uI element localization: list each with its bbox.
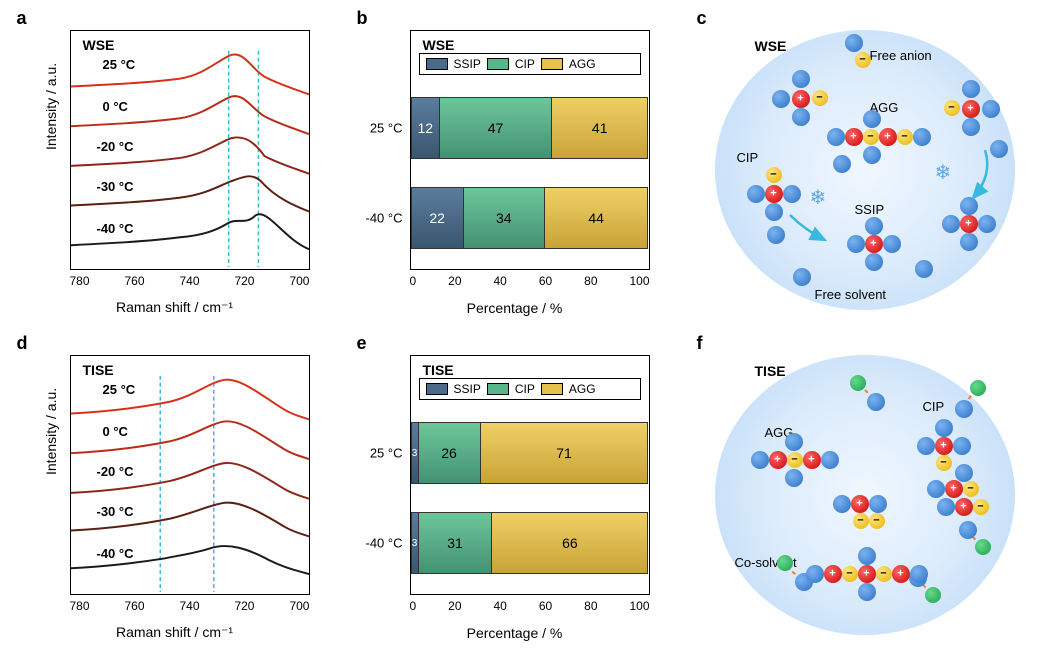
figure-grid: a Intensity / a.u. WSE 25 °C 0 °C -20 °C… xyxy=(10,10,1039,645)
temp-label: -20 °C xyxy=(97,139,134,154)
panel-d-ylabel: Intensity / a.u. xyxy=(43,388,59,475)
solvent-icon xyxy=(845,34,863,52)
cluster-agg xyxy=(925,470,1000,525)
legend-swatch-cip xyxy=(487,383,509,395)
anno-free-solvent: Free solvent xyxy=(815,287,887,302)
panel-a-ylabel: Intensity / a.u. xyxy=(43,63,59,150)
panel-f: f TISE CIP AGG Co-solvent xyxy=(695,335,1035,645)
panel-b: b WSE SSIP CIP AGG 25 °C 12 47 41 -40 °C… xyxy=(355,10,675,320)
cluster-agg xyxy=(755,441,835,481)
panel-b-xlabel: Percentage / % xyxy=(355,300,675,316)
panel-d: d Intensity / a.u. TISE 25 °C 0 °C -20 °… xyxy=(15,335,335,645)
anno-free-anion: Free anion xyxy=(870,48,932,63)
temp-label: 0 °C xyxy=(103,424,128,439)
panel-d-xlabel: Raman shift / cm⁻¹ xyxy=(15,624,335,641)
bar-row-m40: -40 °C 22 34 44 xyxy=(411,187,649,249)
temp-label: 0 °C xyxy=(103,99,128,114)
solvent-icon xyxy=(793,268,811,286)
legend-swatch-agg xyxy=(541,58,563,70)
panel-b-title: WSE xyxy=(423,37,455,53)
bar-row-25: 25 °C 12 47 41 xyxy=(411,97,649,159)
panel-f-title: TISE xyxy=(755,363,786,379)
panel-f-schematic: TISE CIP AGG Co-solvent xyxy=(715,355,1015,635)
cosolvent-icon xyxy=(777,555,793,571)
snowflake-icon: ❄ xyxy=(810,185,827,210)
legend-swatch-ssip xyxy=(426,58,448,70)
temp-label: -40 °C xyxy=(97,546,134,561)
snowflake-icon: ❄ xyxy=(935,160,952,185)
panel-e: e TISE SSIP CIP AGG 25 °C 3 26 71 -40 °C… xyxy=(355,335,675,645)
anion-icon xyxy=(855,52,871,68)
cluster-cip xyxy=(745,165,800,220)
solvent-icon xyxy=(867,393,885,411)
panel-e-xlabel: Percentage / % xyxy=(355,625,675,641)
panel-c-title: WSE xyxy=(755,38,787,54)
temp-label: 25 °C xyxy=(103,382,136,397)
cluster-ssip xyxy=(845,215,900,270)
anno-cip: CIP xyxy=(737,150,759,165)
panel-label-d: d xyxy=(17,333,28,354)
panel-e-title: TISE xyxy=(423,362,454,378)
panel-d-plot: TISE 25 °C 0 °C -20 °C -30 °C -40 °C xyxy=(70,355,310,595)
panel-d-xticks: 780 760 740 720 700 xyxy=(70,599,310,613)
temp-label: -30 °C xyxy=(97,504,134,519)
legend-swatch-cip xyxy=(487,58,509,70)
panel-e-plot: TISE SSIP CIP AGG 25 °C 3 26 71 -40 °C 3… xyxy=(410,355,650,595)
panel-a-title: WSE xyxy=(83,37,115,53)
panel-a-xlabel: Raman shift / cm⁻¹ xyxy=(15,299,335,316)
panel-b-legend: SSIP CIP AGG xyxy=(419,53,641,75)
panel-d-title: TISE xyxy=(83,362,114,378)
panel-b-plot: WSE SSIP CIP AGG 25 °C 12 47 41 -40 °C 2… xyxy=(410,30,650,270)
temp-label: -40 °C xyxy=(97,221,134,236)
temp-label: -30 °C xyxy=(97,179,134,194)
panel-e-xticks: 0 20 40 60 80 100 xyxy=(410,599,650,613)
cluster-cip xyxy=(940,80,1000,135)
panel-c: c WSE Free anion AGG CIP SSIP Free solve… xyxy=(695,10,1035,320)
temp-label: 25 °C xyxy=(103,57,136,72)
solvent-icon xyxy=(990,140,1008,158)
cosolvent-icon xyxy=(850,375,866,391)
cosolvent-icon xyxy=(970,380,986,396)
panel-c-schematic: WSE Free anion AGG CIP SSIP Free solvent xyxy=(715,30,1015,310)
bar-row-m40: -40 °C 3 31 66 xyxy=(411,512,649,574)
legend-swatch-agg xyxy=(541,383,563,395)
bar-row-25: 25 °C 3 26 71 xyxy=(411,422,649,484)
panel-a-xticks: 780 760 740 720 700 xyxy=(70,274,310,288)
cluster-agg-chain xyxy=(810,555,950,595)
panel-label-c: c xyxy=(697,8,707,29)
solvent-icon xyxy=(915,260,933,278)
panel-label-e: e xyxy=(357,333,367,354)
panel-a: a Intensity / a.u. WSE 25 °C 0 °C -20 °C… xyxy=(15,10,335,320)
legend-swatch-ssip xyxy=(426,383,448,395)
panel-e-legend: SSIP CIP AGG xyxy=(419,378,641,400)
panel-label-f: f xyxy=(697,333,703,354)
cluster-agg xyxy=(835,485,905,525)
cluster-ssip xyxy=(940,195,995,250)
panel-label-a: a xyxy=(17,8,27,29)
solvent-icon xyxy=(955,400,973,418)
temp-label: -20 °C xyxy=(97,464,134,479)
panel-b-xticks: 0 20 40 60 80 100 xyxy=(410,274,650,288)
panel-a-plot: WSE 25 °C 0 °C -20 °C -30 °C -40 °C xyxy=(70,30,310,270)
cluster-agg xyxy=(835,118,925,158)
cosolvent-icon xyxy=(975,539,991,555)
solvent-icon xyxy=(767,226,785,244)
cluster-cip xyxy=(770,70,830,125)
panel-label-b: b xyxy=(357,8,368,29)
anno-cip: CIP xyxy=(923,399,945,414)
